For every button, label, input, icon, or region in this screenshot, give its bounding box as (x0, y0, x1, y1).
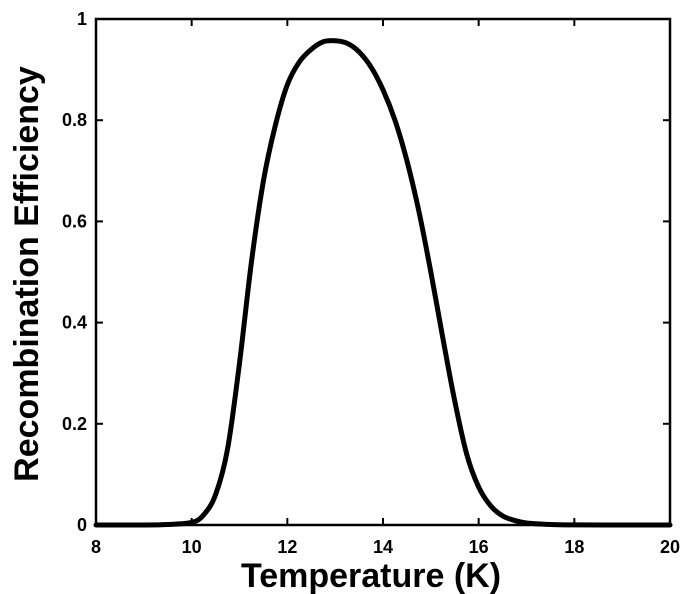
x-tick-label: 14 (373, 537, 393, 557)
x-tick-label: 18 (564, 537, 584, 557)
x-tick-label: 12 (277, 537, 297, 557)
x-tick-label: 16 (469, 537, 489, 557)
x-axis-label: Temperature (K) (241, 557, 501, 594)
y-axis-label: Recombination Efficiency (8, 66, 46, 482)
x-tick-label: 10 (182, 537, 202, 557)
y-tick-label: 0.8 (62, 110, 87, 130)
y-tick-label: 1 (77, 9, 87, 29)
y-tick-label: 0.2 (62, 414, 87, 434)
y-tick-label: 0 (77, 515, 87, 535)
axes: 8 10 12 14 16 18 20 0 0.2 0.4 0.6 0.8 1 (62, 9, 680, 557)
plot-area (93, 38, 673, 528)
series-line (93, 38, 673, 528)
x-tick-label: 20 (660, 537, 680, 557)
y-tick-label: 0.6 (62, 211, 87, 231)
y-tick-label: 0.4 (62, 313, 87, 333)
x-tick-label: 8 (91, 537, 101, 557)
